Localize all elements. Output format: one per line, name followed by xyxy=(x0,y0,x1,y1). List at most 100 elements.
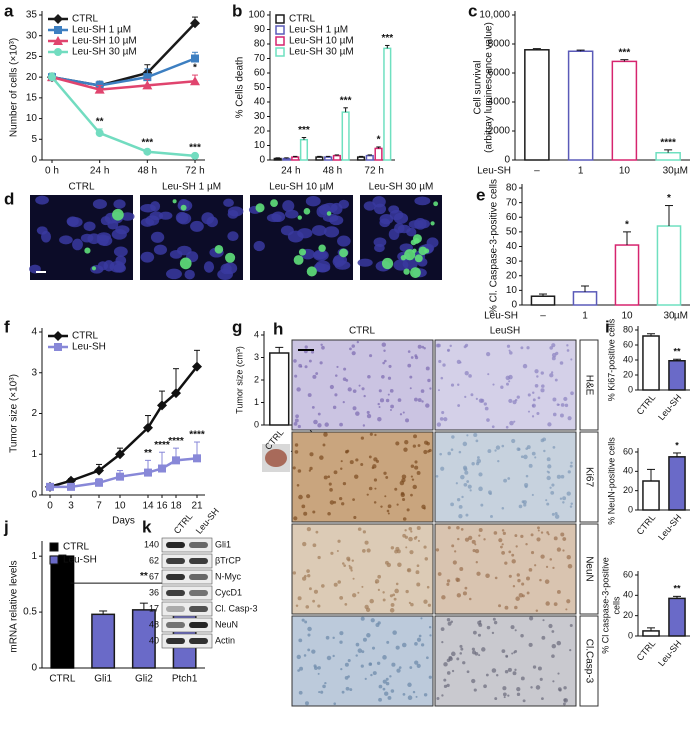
nucleus xyxy=(315,263,331,273)
cell xyxy=(512,400,517,405)
cell xyxy=(370,618,375,623)
cell xyxy=(315,530,319,534)
nucleus xyxy=(166,268,182,280)
cell xyxy=(387,504,392,509)
y-tick-label: 1 xyxy=(254,397,259,407)
nucleus xyxy=(83,221,96,232)
cell xyxy=(347,675,350,678)
cell xyxy=(389,675,392,678)
cell xyxy=(306,494,311,499)
cell xyxy=(390,602,395,607)
cell xyxy=(324,681,327,685)
cell xyxy=(329,488,333,492)
cell xyxy=(340,467,343,471)
cell xyxy=(298,690,303,695)
x-tick-label: Gli1 xyxy=(94,674,112,685)
cell xyxy=(335,374,338,377)
cell xyxy=(309,466,313,471)
cell xyxy=(349,460,354,465)
nucleus xyxy=(374,203,387,215)
cell xyxy=(355,411,360,416)
nucleus xyxy=(297,228,313,239)
cell xyxy=(478,654,481,657)
cell xyxy=(410,475,413,478)
cell xyxy=(506,344,511,348)
cell xyxy=(497,459,500,463)
cell xyxy=(441,694,444,697)
cell xyxy=(327,475,331,478)
cell xyxy=(412,690,416,694)
marker xyxy=(115,449,125,460)
cell xyxy=(421,345,425,349)
x-tick-label: 30 xyxy=(663,311,675,322)
cell xyxy=(396,503,399,506)
cell xyxy=(501,506,505,510)
cell xyxy=(527,393,531,397)
cell xyxy=(368,455,372,459)
blot-band xyxy=(189,606,208,612)
cell xyxy=(534,564,537,567)
cell xyxy=(327,511,331,516)
cell xyxy=(397,398,402,402)
cell xyxy=(476,456,480,459)
blot-band xyxy=(166,622,185,628)
cell xyxy=(349,688,353,692)
y-tick-label: 80 xyxy=(623,324,633,334)
cell xyxy=(292,571,297,575)
cell xyxy=(352,593,357,598)
cell xyxy=(325,635,330,640)
cell xyxy=(459,567,464,571)
cell xyxy=(366,548,371,553)
cell xyxy=(340,460,343,463)
cell xyxy=(329,384,334,390)
bar xyxy=(269,352,290,426)
cell xyxy=(554,514,560,519)
cell xyxy=(294,374,298,378)
y-tick-label: 10,000 xyxy=(479,10,510,21)
cell xyxy=(373,478,378,482)
cell xyxy=(552,397,557,402)
cell xyxy=(306,569,310,573)
cell xyxy=(566,555,571,560)
cell xyxy=(547,533,550,536)
cell xyxy=(474,543,477,546)
bar xyxy=(567,50,594,161)
cell xyxy=(551,371,554,374)
bar xyxy=(668,360,686,391)
cell xyxy=(473,688,477,692)
apoptotic-cell xyxy=(410,239,417,246)
significance: * xyxy=(193,63,197,74)
cell xyxy=(311,649,316,654)
cell xyxy=(346,449,350,453)
cell xyxy=(317,666,321,670)
cell xyxy=(429,387,432,390)
cell xyxy=(374,433,377,437)
cell xyxy=(481,647,486,652)
y-tick-label: 20 xyxy=(623,485,633,495)
cell xyxy=(471,462,475,466)
cell xyxy=(556,547,562,552)
cell xyxy=(457,404,461,407)
cell xyxy=(357,527,362,531)
cell xyxy=(569,623,573,627)
cell xyxy=(436,422,442,427)
cell xyxy=(559,361,564,365)
cell xyxy=(377,574,382,579)
cell xyxy=(525,474,529,478)
marker xyxy=(191,54,199,63)
y-tick-label: 0 xyxy=(628,630,633,640)
cell xyxy=(551,654,555,658)
y-tick-label: 30 xyxy=(26,30,38,41)
marker xyxy=(95,129,104,138)
cell xyxy=(551,630,555,633)
cell xyxy=(443,417,448,422)
x-tick-label: 1 xyxy=(578,166,584,177)
cell xyxy=(526,346,530,350)
cell xyxy=(446,579,451,583)
legend-label: Leu-SH 30 µM xyxy=(72,47,137,58)
nucleus xyxy=(115,225,130,235)
significance: *** xyxy=(619,47,631,58)
y-axis-label: Tumor size (×10³) xyxy=(9,374,20,453)
x-tick-label: Ptch1 xyxy=(172,674,198,685)
nucleus xyxy=(153,244,168,255)
